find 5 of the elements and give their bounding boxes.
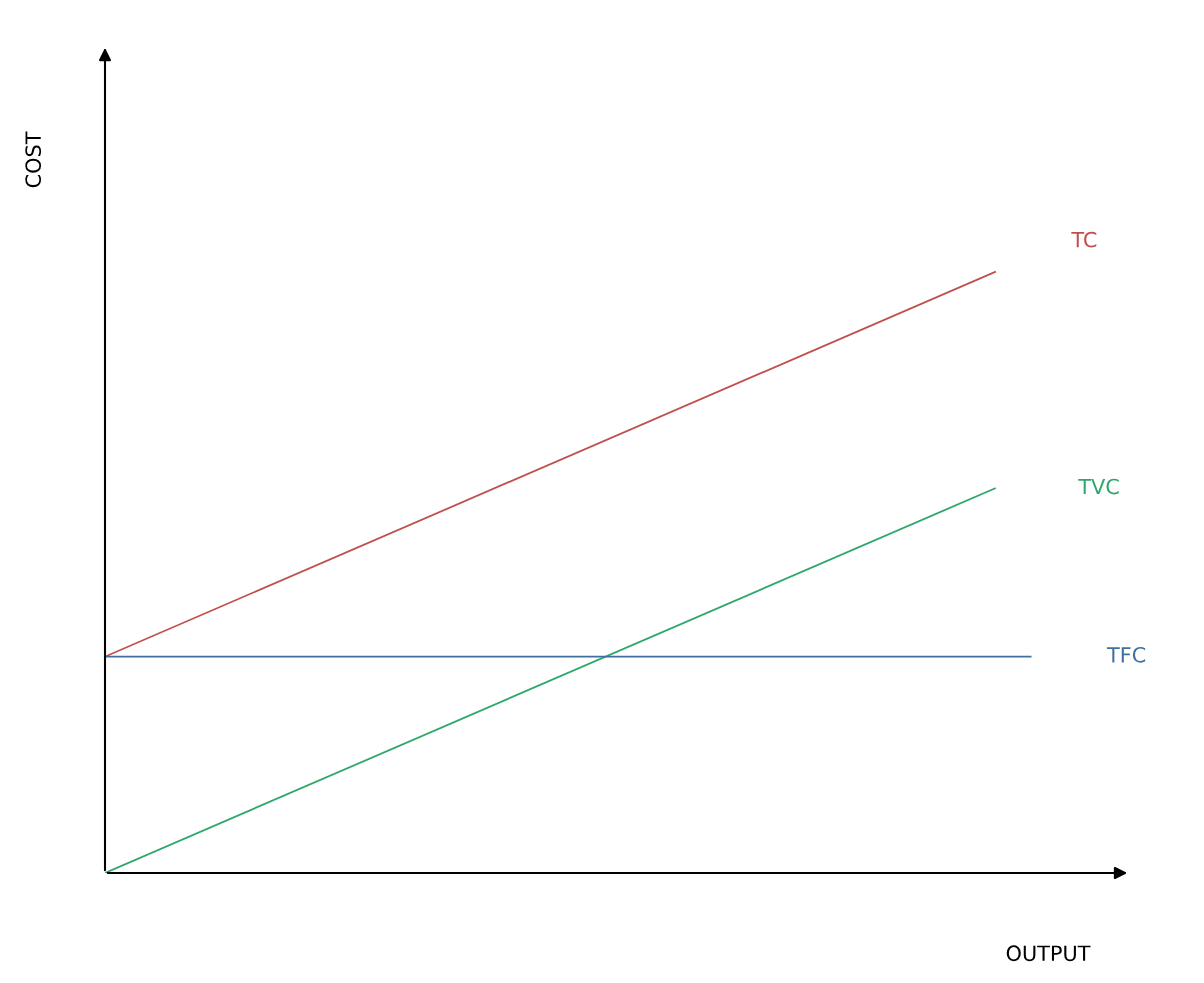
x-axis-title: OUTPUT	[1006, 945, 1091, 962]
text: TVC	[1078, 478, 1119, 495]
text: TFC	[1106, 646, 1146, 663]
text: COST	[25, 131, 42, 188]
text: TC	[1071, 231, 1097, 248]
